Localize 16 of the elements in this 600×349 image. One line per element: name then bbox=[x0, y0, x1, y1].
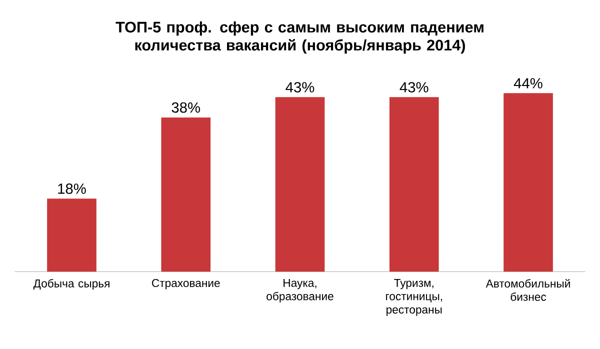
data-label: 38% bbox=[172, 102, 200, 113]
bar bbox=[161, 117, 211, 272]
data-label: 43% bbox=[286, 82, 314, 92]
bar bbox=[275, 97, 325, 272]
x-tick-label: Наука, образование bbox=[266, 279, 334, 302]
data-label: 44% bbox=[514, 78, 542, 88]
bar bbox=[504, 93, 553, 272]
data-label: 18% bbox=[58, 184, 86, 194]
x-tick-label: Добыча сырья bbox=[33, 279, 110, 290]
x-tick-label: Страхование bbox=[152, 279, 220, 290]
x-tick-label: Автомобильный бизнес bbox=[486, 279, 570, 301]
data-label: 43% bbox=[400, 82, 428, 92]
x-tick-label: Туризм, гостиницы, рестораны bbox=[386, 279, 442, 316]
bar bbox=[47, 198, 96, 272]
chart-title: ТОП-5 проф. сфер с самым высоким падением количества вакансий (ноябрь/январь 2014) bbox=[116, 21, 484, 54]
bar bbox=[389, 97, 439, 272]
